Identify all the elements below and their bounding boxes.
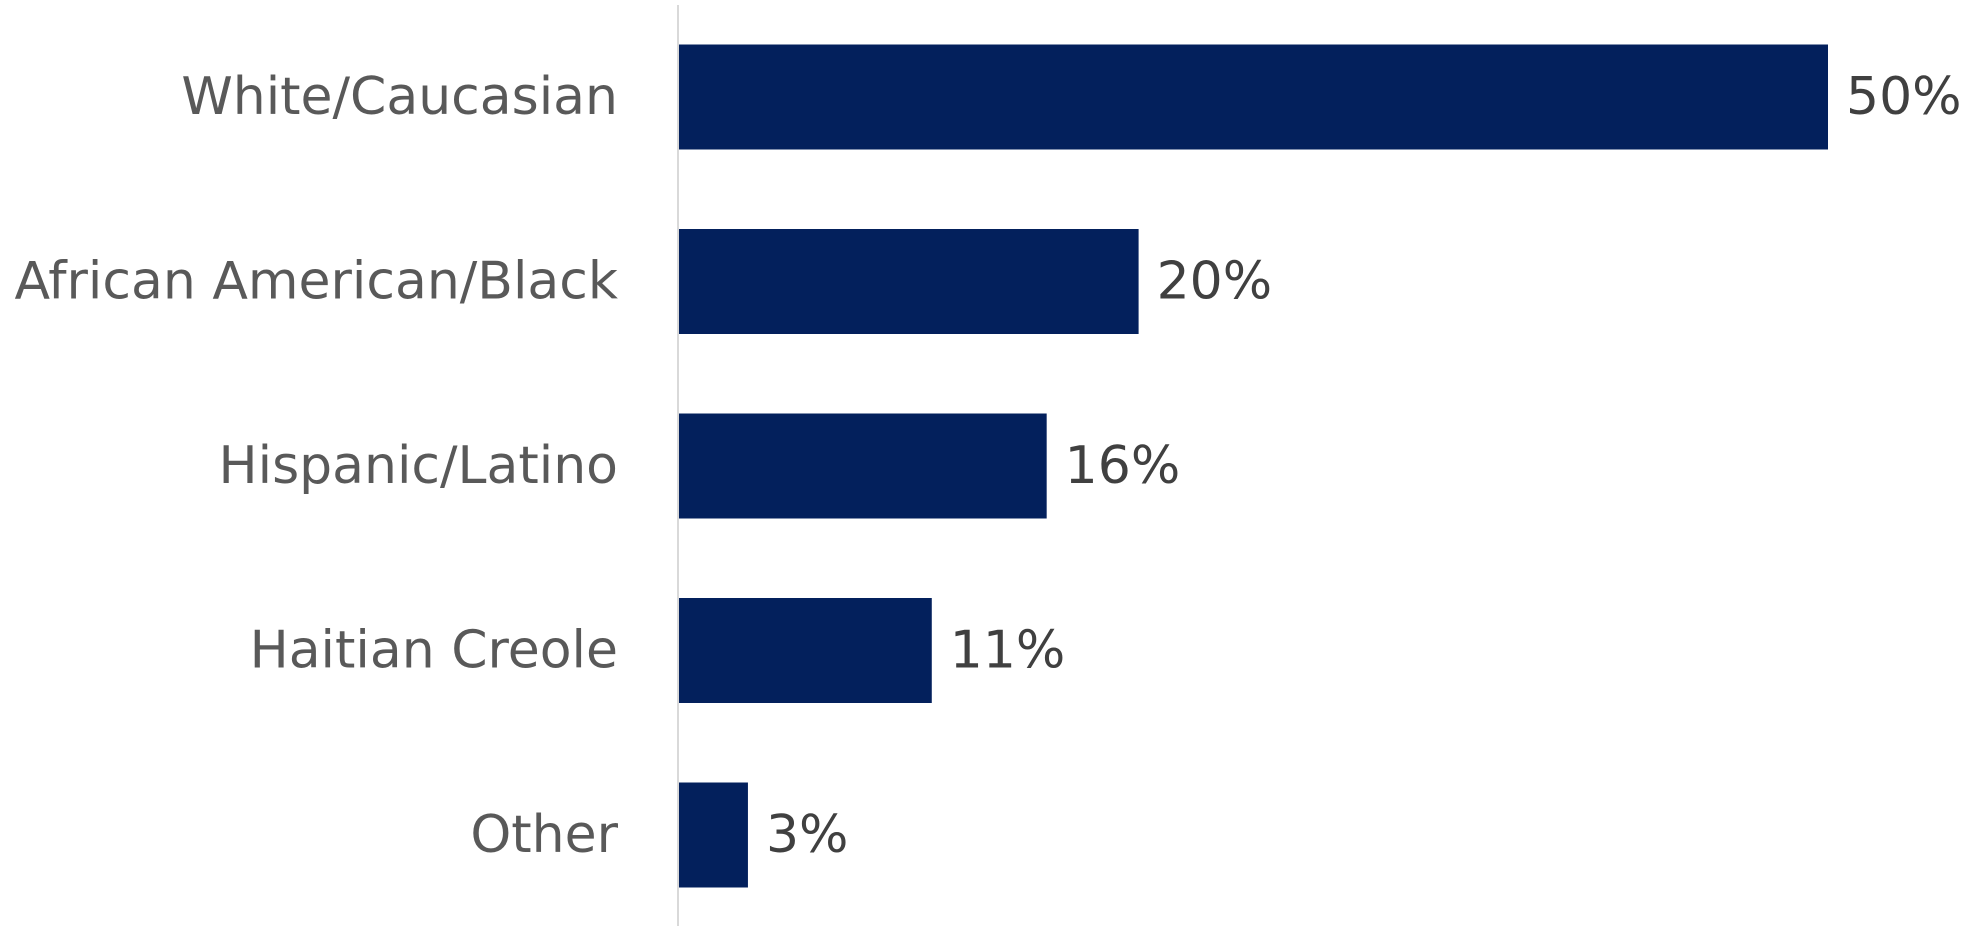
bar-other — [679, 782, 748, 888]
value-label-african-american-black: 20% — [1157, 252, 1273, 312]
bar-white-caucasian — [679, 44, 1828, 150]
value-label-hispanic-latino: 16% — [1065, 436, 1181, 496]
category-label-african-american-black: African American/Black — [15, 252, 618, 312]
labels-layer: White/Caucasian 50% African American/Black… — [15, 67, 1962, 865]
category-label-other: Other — [470, 805, 618, 865]
value-label-other: 3% — [766, 805, 849, 865]
bar-haitian-creole — [679, 598, 932, 703]
value-label-white-caucasian: 50% — [1846, 67, 1962, 127]
bar-hispanic-latino — [679, 413, 1047, 519]
category-label-haitian-creole: Haitian Creole — [250, 621, 618, 681]
bars-layer — [679, 44, 1828, 888]
category-label-hispanic-latino: Hispanic/Latino — [219, 436, 618, 496]
category-label-white-caucasian: White/Caucasian — [181, 67, 618, 127]
value-label-haitian-creole: 11% — [950, 621, 1066, 681]
bar-african-american-black — [679, 229, 1139, 334]
